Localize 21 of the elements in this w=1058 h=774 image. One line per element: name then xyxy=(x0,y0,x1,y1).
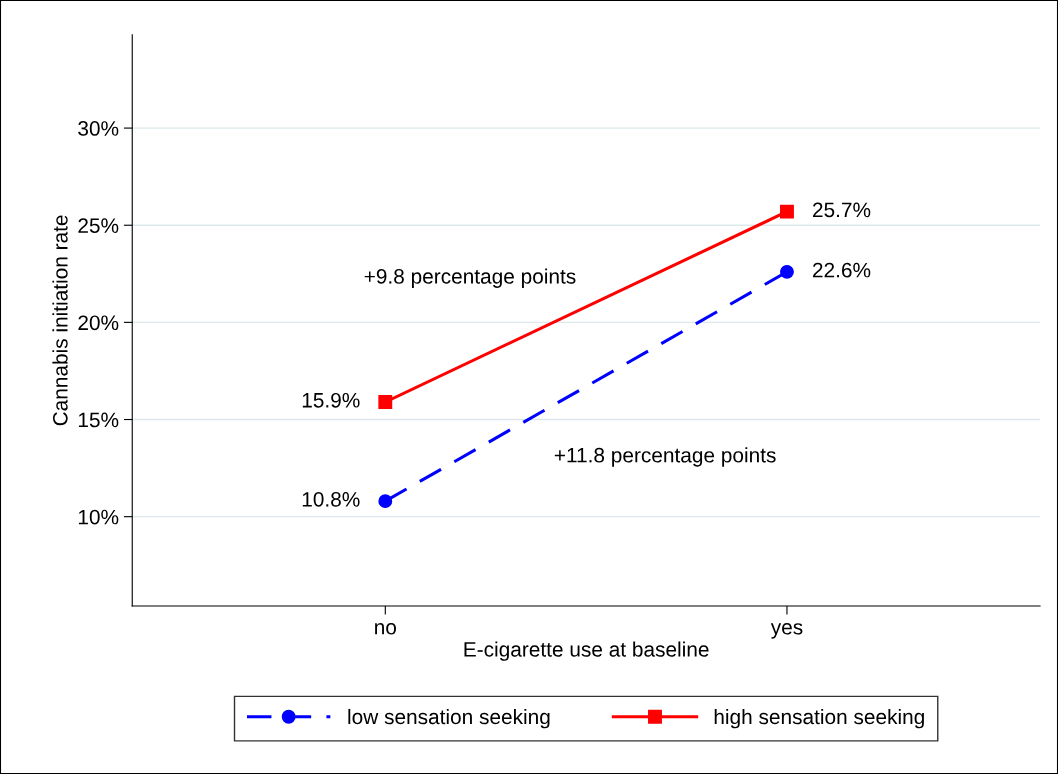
annotation: +9.8 percentage points xyxy=(364,268,576,288)
y-tick-label: 30% xyxy=(78,121,119,136)
data-label: 15.9% xyxy=(302,392,360,408)
point xyxy=(780,204,794,219)
y-tick-label: 10% xyxy=(78,509,119,525)
y-axis-title: Cannabis initiation rate xyxy=(52,215,68,426)
y-tick-label: 20% xyxy=(78,315,119,331)
y-tick-label: 25% xyxy=(78,218,119,233)
point xyxy=(378,494,393,509)
data-label: 10.8% xyxy=(302,491,360,507)
x-tick-label: yes xyxy=(770,623,803,639)
annotation: +11.8 percentage points xyxy=(554,447,776,467)
x-tick-label: no xyxy=(375,623,397,635)
point xyxy=(780,264,794,279)
legend-label: high sensation seeking xyxy=(714,708,924,729)
data-label: 25.7% xyxy=(813,202,871,218)
x-axis-title: E-cigarette use at baseline xyxy=(464,641,709,661)
data-label: 22.6% xyxy=(813,262,871,278)
y-tick-label: 15% xyxy=(78,412,119,428)
legend-label: low sensation seeking xyxy=(348,708,550,729)
point xyxy=(378,395,393,409)
